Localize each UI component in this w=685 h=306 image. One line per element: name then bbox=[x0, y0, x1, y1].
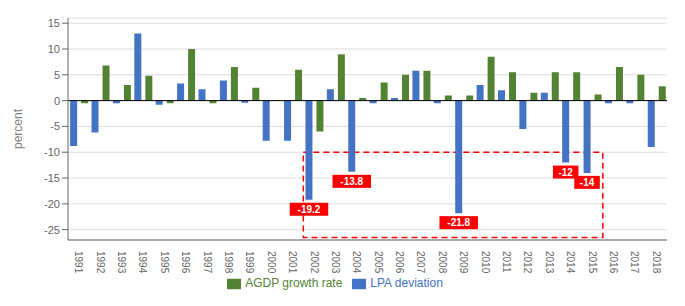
svg-text:2016: 2016 bbox=[608, 251, 619, 274]
svg-text:15: 15 bbox=[48, 17, 60, 29]
svg-text:-10: -10 bbox=[44, 146, 60, 158]
svg-text:0: 0 bbox=[54, 95, 60, 107]
svg-text:-19.2: -19.2 bbox=[298, 204, 321, 215]
svg-text:2005: 2005 bbox=[373, 251, 384, 274]
svg-text:1999: 1999 bbox=[244, 251, 255, 274]
svg-text:2002: 2002 bbox=[309, 251, 320, 274]
svg-text:-12: -12 bbox=[558, 167, 573, 178]
svg-text:2000: 2000 bbox=[266, 251, 277, 274]
svg-text:2014: 2014 bbox=[565, 251, 576, 274]
svg-text:2013: 2013 bbox=[544, 251, 555, 274]
svg-text:1995: 1995 bbox=[159, 251, 170, 274]
svg-text:2017: 2017 bbox=[629, 251, 640, 274]
svg-text:-20: -20 bbox=[44, 198, 60, 210]
svg-text:1996: 1996 bbox=[180, 251, 191, 274]
svg-text:2004: 2004 bbox=[351, 251, 362, 274]
svg-text:2006: 2006 bbox=[394, 251, 405, 274]
html-text:LPA deviation: LPA deviation bbox=[370, 276, 443, 290]
svg-text:1993: 1993 bbox=[116, 251, 127, 274]
svg-text:-14: -14 bbox=[580, 177, 595, 188]
svg-text:1998: 1998 bbox=[223, 251, 234, 274]
svg-text:10: 10 bbox=[48, 43, 60, 55]
svg-text:2010: 2010 bbox=[480, 251, 491, 274]
svg-text:1994: 1994 bbox=[137, 251, 148, 274]
svg-text:-13.8: -13.8 bbox=[340, 176, 363, 187]
svg-text:2007: 2007 bbox=[415, 251, 426, 274]
svg-text:2011: 2011 bbox=[501, 251, 512, 273]
svg-text:2003: 2003 bbox=[330, 251, 341, 274]
svg-text:1992: 1992 bbox=[95, 251, 106, 274]
svg-text:2008: 2008 bbox=[437, 251, 448, 274]
svg-text:-25: -25 bbox=[44, 224, 60, 236]
svg-text:2018: 2018 bbox=[651, 251, 662, 274]
svg-text:-21.8: -21.8 bbox=[447, 217, 470, 228]
svg-text:2012: 2012 bbox=[522, 251, 533, 274]
svg-text:1997: 1997 bbox=[202, 251, 213, 274]
svg-text:-15: -15 bbox=[44, 172, 60, 184]
html-text:AGDP growth rate: AGDP growth rate bbox=[245, 276, 343, 290]
svg-text:2015: 2015 bbox=[587, 251, 598, 274]
svg-text:-5: -5 bbox=[50, 120, 60, 132]
svg-text:5: 5 bbox=[54, 69, 60, 81]
svg-text:percent: percent bbox=[11, 108, 25, 149]
svg-text:2009: 2009 bbox=[458, 251, 469, 274]
svg-text:1991: 1991 bbox=[73, 251, 84, 274]
svg-text:2001: 2001 bbox=[287, 251, 298, 274]
